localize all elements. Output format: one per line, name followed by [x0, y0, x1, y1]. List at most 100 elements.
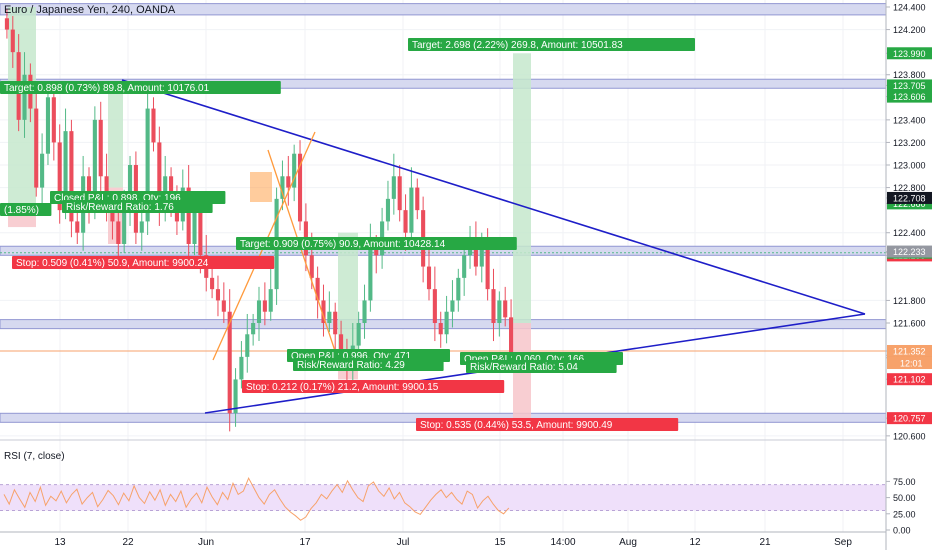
- candle-body: [280, 176, 285, 199]
- position-label-bg: [0, 81, 281, 94]
- candle-body: [362, 300, 367, 323]
- price-tick-label: 122.708: [893, 193, 926, 203]
- time-tick-label: 17: [299, 537, 311, 548]
- candle-body: [385, 198, 391, 222]
- position-label: Risk/Reward Ratio: 4.29: [297, 360, 405, 371]
- pattern-box[interactable]: [250, 172, 272, 202]
- candle-body: [432, 289, 437, 323]
- position-label: Risk/Reward Ratio: 5.04: [470, 362, 578, 373]
- position-label-bg: [236, 237, 517, 250]
- time-tick-label: 12: [689, 537, 701, 548]
- target-zone[interactable]: [513, 53, 531, 323]
- candle-body: [151, 108, 156, 143]
- candle-body: [292, 153, 297, 188]
- chart-title: Euro / Japanese Yen, 240, OANDA: [4, 4, 176, 16]
- candle-body: [116, 221, 121, 244]
- time-tick-label: 22: [122, 537, 134, 548]
- candle-body: [333, 311, 338, 335]
- candle-body: [122, 210, 127, 244]
- position-boxes[interactable]: [8, 7, 531, 419]
- candle-body: [92, 119, 97, 211]
- candle-body: [415, 187, 420, 211]
- candle-body: [426, 266, 432, 290]
- price-tick-label: 122.400: [893, 228, 926, 238]
- price-tick-label: 120.600: [893, 431, 926, 441]
- price-tick-label: 123.000: [893, 161, 926, 171]
- position-label-bg: [12, 256, 275, 269]
- price-tick-label: 123.800: [893, 70, 926, 80]
- rsi-tick-label: 0.00: [893, 526, 911, 536]
- candle-body: [391, 176, 396, 199]
- candle-body: [286, 176, 291, 188]
- price-tick-label: 124.200: [893, 25, 926, 35]
- sr-zone[interactable]: [0, 319, 887, 330]
- candle-body: [450, 300, 455, 312]
- rsi-line: [3, 477, 510, 521]
- time-axis-labels[interactable]: 13 22 Jun 17 Jul 15 14:00 Aug 12 21 Sep: [54, 537, 852, 548]
- countdown-bg: [887, 356, 932, 369]
- candle-body: [485, 243, 490, 290]
- position-label: Open P&L: 0.060, Qty: 166: [464, 354, 585, 365]
- candle-body: [368, 243, 373, 301]
- time-tick-label: 13: [54, 537, 66, 548]
- candle-body: [497, 300, 502, 323]
- candle-body: [245, 334, 250, 357]
- candle-body: [456, 277, 461, 301]
- price-tick-label: 121.102: [893, 375, 926, 385]
- candle-body: [251, 322, 256, 335]
- price-label-bg: [887, 373, 932, 386]
- candle-body: [198, 210, 203, 256]
- price-tick-label: 121.352: [893, 346, 926, 356]
- price-tick-label: 122.800: [893, 183, 926, 193]
- candle-body: [409, 187, 414, 233]
- rsi-band: [0, 484, 886, 511]
- candle-body: [327, 311, 332, 323]
- price-label-bg: [887, 191, 932, 204]
- candle-body: [473, 243, 478, 267]
- candle-body: [10, 29, 15, 53]
- position-label-bg: [62, 200, 213, 213]
- candle-body: [45, 97, 51, 154]
- pattern-line[interactable]: [267, 149, 339, 361]
- candle-body: [215, 289, 221, 301]
- rsi-pane: [0, 477, 886, 521]
- candle-body: [157, 142, 162, 211]
- position-label: Stop: 0.509 (0.41%) 50.9, Amount: 9900.2…: [16, 258, 209, 269]
- candle-body: [403, 210, 408, 233]
- position-label-bg: [0, 203, 52, 216]
- candle-body: [22, 74, 27, 120]
- position-label: Open P&L: 0.996, Qty: 471: [291, 351, 412, 362]
- price-tick-label: 123.400: [893, 115, 926, 125]
- candle-body: [239, 356, 244, 380]
- position-labels: Target: 2.698 (2.22%) 269.8, Amount: 105…: [0, 38, 695, 431]
- candle-body: [339, 334, 344, 357]
- price-label-bg: [887, 344, 932, 357]
- trendline-upper[interactable]: [121, 79, 866, 315]
- position-label: Stop: 0.535 (0.44%) 53.5, Amount: 9900.4…: [420, 420, 613, 431]
- candle-body: [51, 97, 56, 143]
- target-zone[interactable]: [108, 86, 123, 188]
- rsi-tick-label: 75.00: [893, 477, 916, 487]
- candle-body: [227, 311, 232, 414]
- position-label-bg: [416, 418, 679, 431]
- price-tick-label: 123.200: [893, 138, 926, 148]
- candle-body: [233, 379, 238, 414]
- candle-body: [210, 277, 215, 290]
- candle-body: [321, 300, 326, 323]
- candle-body: [110, 210, 115, 222]
- position-label: (1.85%): [4, 205, 39, 216]
- candle-body: [503, 300, 508, 318]
- price-tick-label: 123.606: [893, 92, 926, 102]
- candle-body: [438, 322, 443, 335]
- candle-body: [34, 108, 39, 188]
- candle-body: [145, 108, 150, 222]
- time-tick-label: Aug: [619, 537, 637, 548]
- time-tick-label: 15: [494, 537, 506, 548]
- candle-body: [40, 153, 45, 188]
- position-label: Target: 0.898 (0.73%) 89.8, Amount: 1017…: [4, 83, 210, 94]
- price-label-bg: [887, 47, 932, 60]
- candle-body: [192, 210, 197, 244]
- candle-body: [169, 176, 174, 199]
